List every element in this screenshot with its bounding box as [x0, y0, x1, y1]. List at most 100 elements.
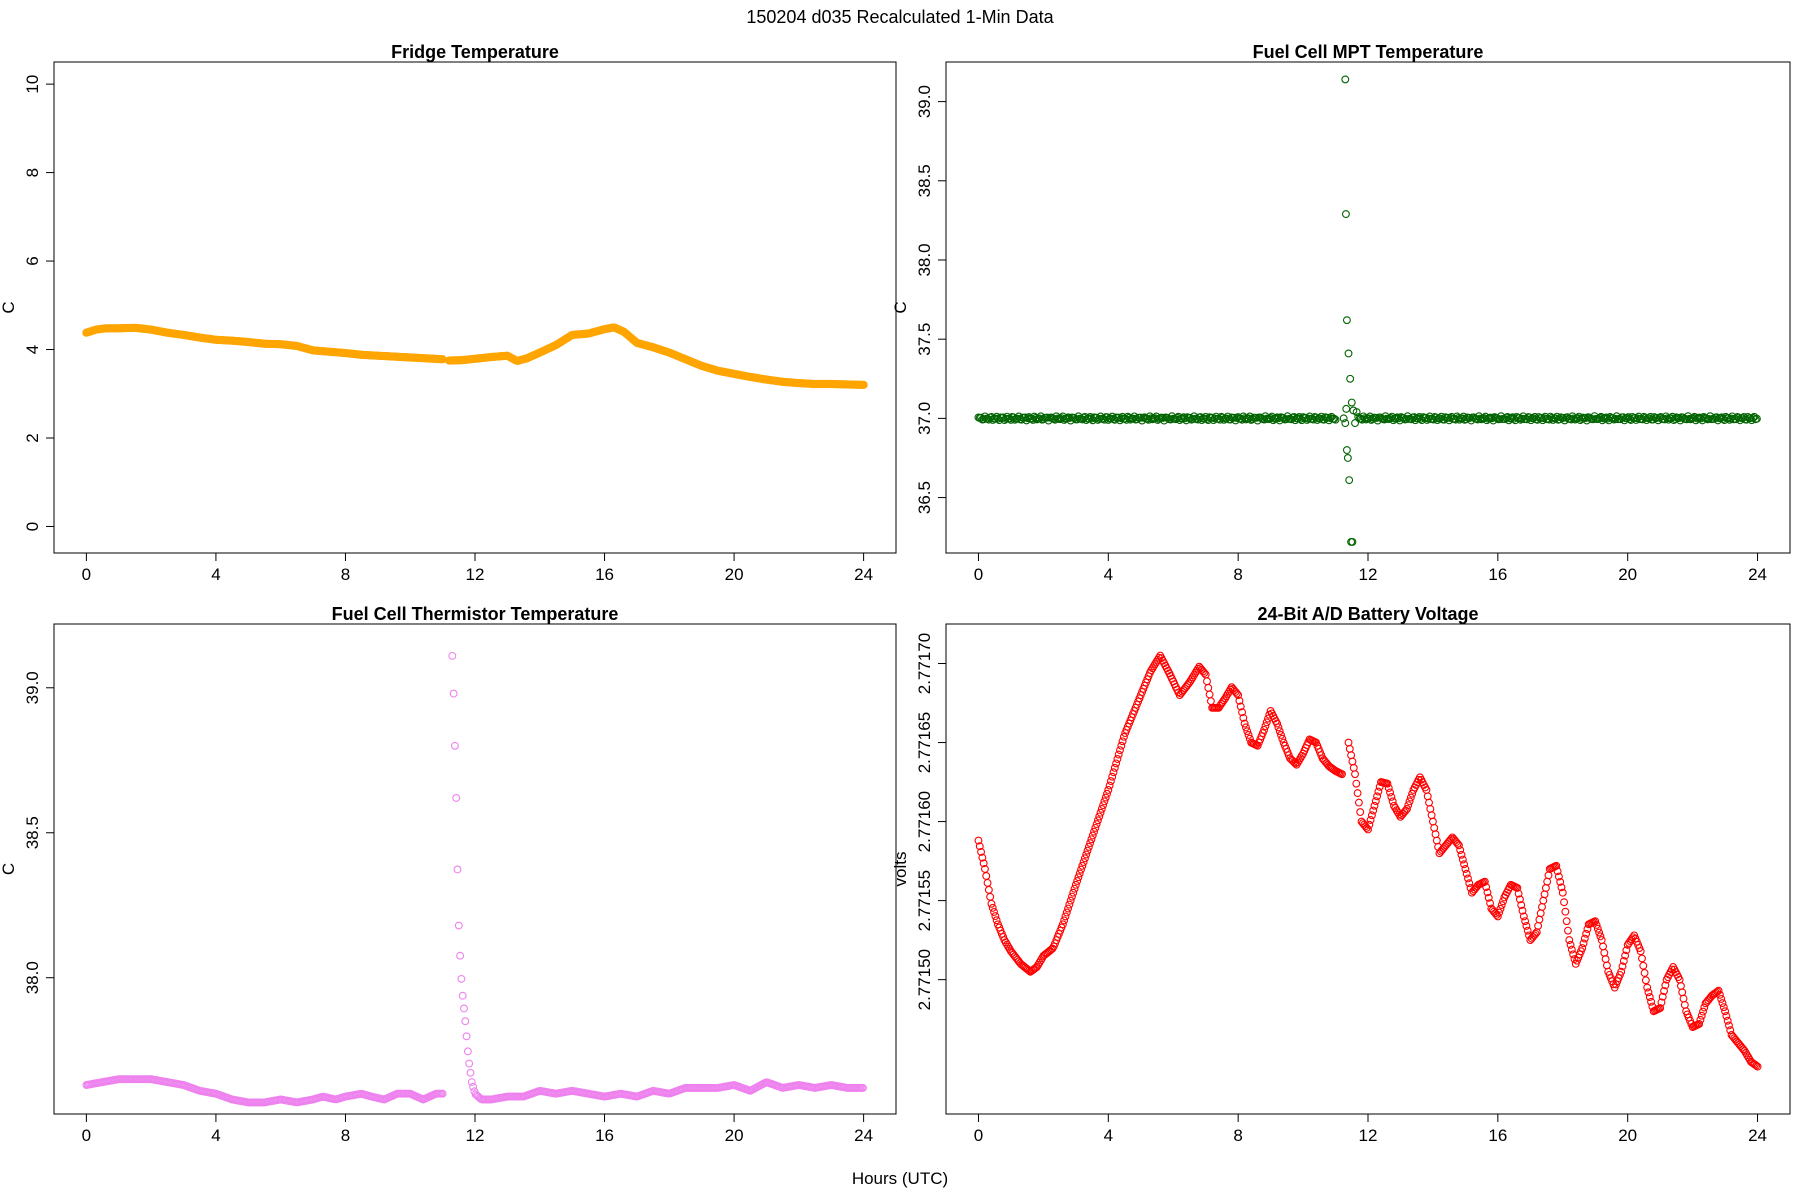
data-point	[1339, 414, 1348, 423]
data-point	[1556, 878, 1565, 886]
data-point	[1644, 988, 1653, 997]
data-point	[1065, 900, 1074, 909]
data-point	[1149, 662, 1158, 671]
data-point	[1599, 942, 1607, 951]
data-point	[1425, 798, 1433, 807]
plot-frame	[53, 61, 897, 554]
data-point	[1347, 751, 1356, 760]
data-point	[1234, 691, 1243, 700]
data-points	[974, 75, 1761, 546]
x-tick-label: 24	[1748, 565, 1767, 584]
data-point	[1553, 867, 1562, 876]
data-point	[984, 885, 993, 894]
data-point	[1117, 741, 1126, 750]
data-point	[1513, 884, 1522, 892]
data-point	[454, 921, 463, 930]
data-point	[1356, 808, 1365, 817]
data-point	[1369, 806, 1378, 815]
data-point	[1188, 673, 1197, 682]
data-point	[1695, 1019, 1704, 1028]
data-point	[1353, 789, 1362, 798]
data-point	[1118, 737, 1127, 746]
figure-title: 150204 d035 Recalculated 1-Min Data	[746, 7, 1054, 27]
data-point	[1717, 994, 1726, 1003]
data-point	[453, 865, 462, 874]
y-tick-label: 39.0	[915, 85, 934, 118]
data-point	[1338, 770, 1346, 779]
data-point	[1426, 804, 1435, 813]
y-tick-label: 38.5	[915, 164, 934, 197]
data-point	[1083, 846, 1092, 855]
data-point	[1561, 907, 1570, 916]
data-point	[450, 741, 459, 750]
x-tick-label: 12	[1359, 1126, 1378, 1145]
x-tick-label: 8	[1233, 1126, 1242, 1145]
data-point	[1277, 731, 1285, 739]
data-point	[1045, 946, 1054, 955]
data-point	[1643, 983, 1652, 992]
data-point	[1600, 948, 1609, 957]
data-point	[1092, 820, 1101, 829]
data-point	[1721, 1007, 1730, 1016]
data-point	[467, 1078, 476, 1087]
data-point	[438, 1089, 447, 1098]
data-point	[1725, 1021, 1733, 1030]
data-point	[1676, 982, 1685, 990]
data-point	[1480, 877, 1489, 886]
data-point	[1483, 888, 1492, 897]
data-point	[1497, 901, 1506, 909]
data-point	[1219, 696, 1228, 705]
data-point	[978, 853, 987, 862]
data-point	[1714, 986, 1723, 995]
data-point	[1465, 879, 1474, 888]
data-point	[1204, 683, 1213, 692]
data-point	[1097, 804, 1106, 813]
data-point	[1116, 746, 1124, 755]
data-point	[1618, 962, 1627, 971]
data-point	[1351, 419, 1359, 428]
data-point	[1375, 782, 1384, 791]
data-point	[1373, 792, 1382, 801]
x-tick-label: 12	[466, 565, 485, 584]
panel-title: Fuel Cell Thermistor Temperature	[332, 604, 619, 624]
data-point	[1619, 957, 1628, 965]
data-point	[1078, 861, 1087, 870]
data-point	[1099, 801, 1108, 810]
data-point	[1640, 969, 1649, 977]
data-point	[1482, 883, 1491, 891]
data-point	[449, 689, 458, 698]
data-point	[1460, 860, 1469, 869]
data-point	[1566, 940, 1575, 949]
x-tick-label: 24	[1748, 1126, 1767, 1145]
y-tick-label: 8	[23, 168, 42, 177]
data-point	[1462, 869, 1471, 878]
x-tick-label: 8	[341, 1126, 350, 1145]
data-point	[1235, 696, 1244, 705]
data-point	[983, 878, 992, 887]
data-point	[1262, 718, 1271, 727]
data-point	[1638, 954, 1646, 963]
data-point	[1579, 939, 1588, 948]
data-point	[1080, 854, 1089, 863]
data-point	[1519, 912, 1528, 921]
data-point	[1565, 936, 1574, 945]
data-point	[979, 859, 988, 868]
data-point	[1560, 898, 1569, 907]
data-point	[1427, 811, 1436, 820]
data-point	[1074, 873, 1083, 882]
data-point	[1567, 945, 1576, 954]
data-point	[1236, 702, 1245, 711]
data-point	[1495, 908, 1504, 917]
y-tick-label: 38.5	[23, 816, 42, 849]
data-point	[1341, 75, 1350, 84]
data-point	[1348, 537, 1357, 546]
data-point	[1275, 727, 1284, 736]
data-point	[1493, 912, 1502, 921]
data-point	[1114, 750, 1123, 759]
data-point	[1232, 689, 1241, 698]
data-point	[1186, 677, 1195, 686]
x-tick-label: 0	[974, 1126, 983, 1145]
x-tick-label: 16	[1488, 1126, 1507, 1145]
data-point	[1544, 871, 1553, 880]
